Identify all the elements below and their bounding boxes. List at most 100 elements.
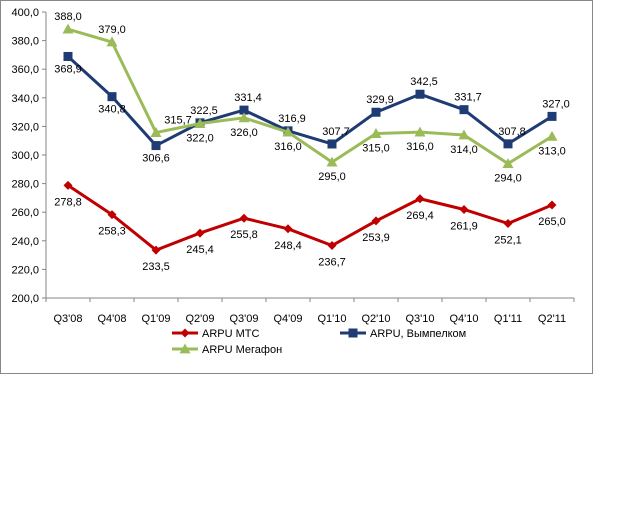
data-label: 252,1 — [494, 234, 522, 246]
data-point — [547, 200, 557, 210]
data-label: 388,0 — [54, 11, 82, 23]
data-label: 248,4 — [274, 240, 302, 252]
data-point — [63, 180, 73, 190]
y-tick-label: 380,0 — [11, 36, 39, 48]
x-tick-label: Q2'10 — [361, 313, 390, 325]
data-point — [371, 216, 381, 226]
data-point — [459, 105, 469, 115]
y-tick-label: 320,0 — [11, 121, 39, 133]
data-point — [326, 156, 338, 167]
series-labels-3: 388,0 379,0 315,7 322,0 326,0 316,0 295,0 315,0… — [54, 11, 566, 184]
data-point — [546, 130, 558, 141]
data-label: 294,0 — [494, 173, 522, 185]
data-point — [327, 139, 337, 149]
data-label: 322,0 — [186, 133, 214, 145]
data-point — [194, 118, 206, 128]
data-label: 255,8 — [230, 229, 258, 241]
data-point — [283, 224, 293, 234]
x-tick-label: Q3'10 — [405, 313, 434, 325]
data-label: 322,5 — [190, 105, 218, 117]
data-point — [63, 51, 73, 61]
legend-swatch-marker — [180, 328, 190, 338]
data-point — [502, 158, 514, 168]
data-label: 342,5 — [410, 76, 438, 88]
data-label: 368,9 — [54, 63, 82, 75]
data-label: 236,7 — [318, 257, 346, 269]
data-point — [239, 105, 249, 115]
data-label: 329,9 — [366, 94, 394, 106]
data-point — [370, 128, 382, 138]
y-tick-label: 240,0 — [11, 236, 39, 248]
data-label: 315,0 — [362, 143, 390, 155]
series-1 — [63, 180, 557, 255]
data-point — [107, 210, 117, 220]
data-label: 278,8 — [54, 196, 82, 208]
data-label: 316,9 — [278, 113, 306, 125]
data-point — [415, 89, 425, 99]
data-point — [106, 36, 118, 47]
data-label: 306,6 — [142, 153, 170, 165]
x-tick-label: Q1'10 — [317, 313, 346, 325]
legend-label: ARPU МТС — [202, 328, 260, 340]
data-point — [151, 141, 161, 151]
x-tick-label: Q1'09 — [141, 313, 170, 325]
data-point — [238, 112, 250, 123]
x-tick-label: Q3'09 — [229, 313, 258, 325]
x-tick-label: Q1'11 — [494, 313, 522, 325]
series-labels-1: 278,8 258,3 233,5 245,4 255,8 248,4 236,7 253,9… — [54, 196, 566, 273]
data-point — [107, 92, 117, 102]
series-layer: 278,8 258,3 233,5 245,4 255,8 248,4 236,7 253,9… — [54, 11, 570, 273]
data-point — [282, 126, 294, 137]
data-point — [459, 204, 469, 214]
y-tick-label: 360,0 — [11, 64, 39, 76]
series-line — [67, 184, 553, 252]
data-label: 331,4 — [234, 92, 262, 104]
data-point — [150, 127, 162, 137]
data-label: 314,0 — [450, 144, 478, 156]
data-label: 331,7 — [454, 92, 482, 104]
data-point — [415, 194, 425, 204]
x-tick-label: Q4'09 — [273, 313, 302, 325]
y-tick-label: 400,0 — [11, 7, 39, 19]
data-label: 261,9 — [450, 220, 478, 232]
legend: ARPU МТС ARPU, Вымпелком ARPU Мегафон — [172, 328, 466, 356]
legend-label: ARPU, Вымпелком — [370, 328, 466, 340]
data-point — [503, 218, 513, 228]
data-label: 327,0 — [542, 98, 570, 110]
series-line — [67, 27, 553, 166]
data-label: 253,9 — [362, 232, 390, 244]
y-tick-label: 300,0 — [11, 150, 39, 162]
y-tick-label: 340,0 — [11, 93, 39, 105]
data-label: 307,8 — [498, 126, 526, 138]
data-label: 315,7 — [164, 115, 192, 127]
x-tick-label: Q4'10 — [449, 313, 478, 325]
x-tick-label: Q3'08 — [53, 313, 82, 325]
legend-item-3: ARPU Мегафон — [172, 343, 282, 356]
data-label: 316,0 — [406, 141, 434, 153]
data-point — [458, 129, 470, 140]
x-tick-label: Q2'09 — [185, 313, 214, 325]
data-label: 313,0 — [538, 145, 566, 157]
data-label: 233,5 — [142, 261, 170, 273]
axes: 200,0 220,0 240,0 260,0 280,0 300,0 320,0 340,0… — [11, 7, 575, 325]
data-label: 245,4 — [186, 244, 214, 256]
series-labels-2: 368,9 340,8 306,6 322,5 331,4 316,9 307,7 329,9… — [54, 63, 570, 164]
x-tick-label: Q4'08 — [97, 313, 126, 325]
data-point — [327, 241, 337, 251]
x-tick-label: Q2'11 — [538, 313, 566, 325]
data-point — [62, 23, 74, 34]
data-point — [414, 126, 426, 137]
data-point — [503, 139, 513, 149]
legend-item-1: ARPU МТС — [172, 328, 260, 340]
data-label: 258,3 — [98, 226, 126, 238]
series-3 — [62, 23, 558, 168]
data-label: 307,7 — [322, 126, 350, 138]
chart-frame — [0, 0, 593, 374]
data-label: 340,8 — [98, 104, 126, 116]
data-label: 295,0 — [318, 171, 346, 183]
data-label: 379,0 — [98, 24, 126, 36]
data-point — [195, 228, 205, 238]
data-point — [547, 111, 557, 121]
data-point — [151, 245, 161, 255]
